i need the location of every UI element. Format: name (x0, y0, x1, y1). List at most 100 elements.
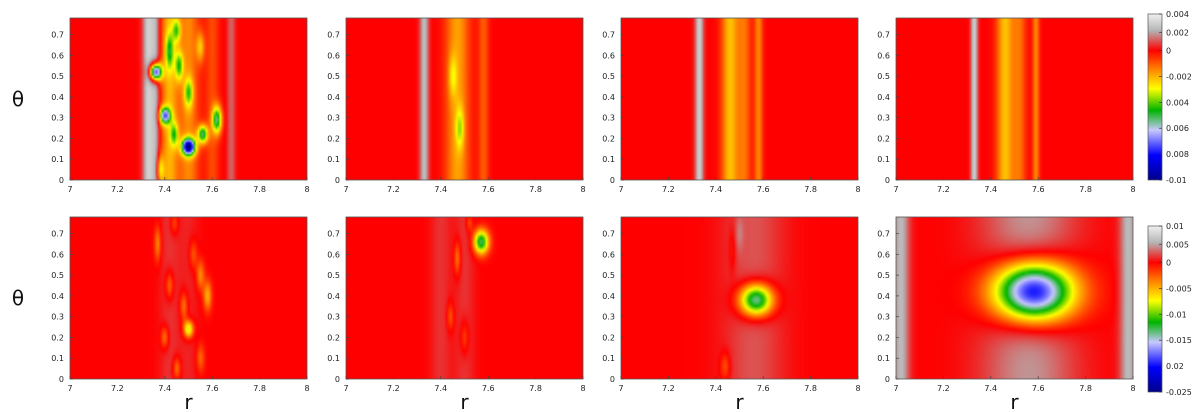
y-tick-label: 0.1 (327, 155, 340, 164)
x-tick-label: 7.4 (984, 185, 997, 194)
x-tick-label: 7.8 (1079, 384, 1092, 393)
x-tick-label: 7.4 (709, 185, 722, 194)
y-tick-label: 0.3 (602, 114, 615, 123)
colorbar-gradient (1147, 13, 1163, 181)
colorbar-tick-label: -0.025 (1166, 388, 1192, 397)
y-tick-label: 0.5 (51, 271, 64, 280)
x-tick-label: 7.8 (1079, 185, 1092, 194)
colorbar-tick-label: 0 (1166, 47, 1171, 56)
plot-frame (345, 17, 584, 181)
heatmap-image (621, 18, 858, 180)
x-tick-label: 7 (343, 384, 348, 393)
y-tick-label: 0.6 (51, 250, 64, 259)
y-tick-label: 0 (335, 176, 340, 185)
x-tick-label: 7.6 (1032, 384, 1045, 393)
x-tick-label: 7.8 (804, 384, 817, 393)
y-tick-label: 0.6 (327, 250, 340, 259)
plot-frame (69, 17, 308, 181)
x-axis-label: r (460, 390, 469, 412)
panel-r1-c1: 7 7.2 7.4 7.6 7.8 8 0 0.1 0.2 0.3 0.4 0.5 0.6 0.7 θ (12, 17, 310, 194)
x-tick-label: 7.6 (482, 384, 495, 393)
x-tick-label: 7.6 (206, 185, 219, 194)
x-tick-label: 7.6 (1032, 185, 1045, 194)
x-tick-label: 7.6 (757, 384, 770, 393)
y-tick-label: 0.6 (602, 250, 615, 259)
plot-frame (620, 17, 859, 181)
y-tick-label: 0.1 (602, 155, 615, 164)
colorbar-tick-label: 0.02 (1166, 362, 1184, 371)
y-tick-label: 0.3 (327, 114, 340, 123)
x-tick-label: 7.2 (937, 185, 950, 194)
colorbar-tick-label: 0.004 (1166, 10, 1189, 19)
x-tick-label: 7 (893, 185, 898, 194)
y-tick-label: 0.2 (602, 134, 615, 143)
heatmap-image (621, 217, 858, 379)
x-tick-label: 7.2 (111, 384, 124, 393)
x-tick-label: 7.8 (529, 185, 542, 194)
x-tick-label: 7 (343, 185, 348, 194)
x-axis-label: r (184, 390, 193, 412)
x-tick-label: 7.2 (387, 185, 400, 194)
x-tick-label: 7.2 (111, 185, 124, 194)
y-tick-label: 0.3 (877, 114, 890, 123)
colorbar-gradient (1147, 225, 1163, 393)
panel-r1-c2: 7 7.2 7.4 7.6 7.8 8 0 0.1 0.2 0.3 0.4 0.5 0.6 0.7 (327, 17, 586, 194)
colorbar-tick-label: -0.005 (1166, 284, 1192, 293)
y-tick-label: 0.7 (602, 31, 615, 40)
y-tick-label: 0.7 (327, 230, 340, 239)
heatmap-image (896, 217, 1133, 379)
y-tick-label: 0.5 (602, 271, 615, 280)
x-tick-label: 7 (893, 384, 898, 393)
x-tick-label: 7.4 (984, 384, 997, 393)
y-tick-label: 0.4 (602, 93, 615, 102)
y-tick-label: 0.3 (877, 313, 890, 322)
x-tick-label: 8 (304, 384, 309, 393)
colorbar-tick-label: -0.015 (1166, 336, 1192, 345)
x-tick-label: 7 (618, 185, 623, 194)
y-tick-label: 0.4 (602, 292, 615, 301)
x-tick-label: 7.8 (253, 384, 266, 393)
y-tick-label: 0.1 (327, 354, 340, 363)
y-tick-label: 0.4 (327, 93, 340, 102)
y-tick-label: 0.4 (51, 292, 64, 301)
y-tick-label: 0.4 (877, 93, 890, 102)
x-tick-label: 8 (304, 185, 309, 194)
y-tick-label: 0 (610, 176, 615, 185)
x-tick-label: 7.4 (709, 384, 722, 393)
x-tick-label: 8 (1130, 384, 1135, 393)
colorbar-tick-label: -0.002 (1166, 72, 1192, 81)
y-tick-label: 0.3 (51, 313, 64, 322)
y-tick-label: 0.1 (51, 354, 64, 363)
heatmap-image (896, 18, 1133, 180)
x-tick-label: 7.4 (158, 185, 171, 194)
x-tick-label: 7.6 (206, 384, 219, 393)
x-axis-label: r (1010, 390, 1019, 412)
colorbar-tick-label: 0.004 (1166, 98, 1189, 107)
x-tick-label: 7.2 (662, 185, 675, 194)
x-tick-label: 7.8 (253, 185, 266, 194)
panel-r1-c3: 7 7.2 7.4 7.6 7.8 8 0 0.1 0.2 0.3 0.4 0.5 0.6 0.7 (602, 17, 861, 194)
y-axis-label: θ (12, 87, 24, 111)
y-tick-label: 0.7 (51, 31, 64, 40)
y-tick-label: 0.7 (877, 31, 890, 40)
y-tick-label: 0.6 (877, 51, 890, 60)
x-tick-label: 8 (580, 384, 585, 393)
y-tick-label: 0 (59, 176, 64, 185)
colorbar-tick-label: 0.006 (1166, 124, 1189, 133)
y-tick-label: 0 (885, 375, 890, 384)
y-tick-label: 0.1 (877, 354, 890, 363)
panel-r2-c1: 7 7.2 7.4 7.6 7.8 8 0 0.1 0.2 0.3 0.4 0.5 0.6 0.7 θ r (12, 216, 310, 412)
y-tick-label: 0.7 (51, 230, 64, 239)
y-tick-label: 0.7 (327, 31, 340, 40)
y-tick-label: 0.1 (877, 155, 890, 164)
x-tick-label: 7 (618, 384, 623, 393)
plot-frame (345, 216, 584, 380)
y-axis-label: θ (12, 286, 24, 310)
y-tick-label: 0.2 (51, 333, 64, 342)
x-tick-label: 7.8 (804, 185, 817, 194)
x-axis-label: r (735, 390, 744, 412)
colorbar-row2: 0.01 0.005 0 -0.005 -0.01 -0.015 0.02 -0.025 (1147, 222, 1192, 397)
x-tick-label: 7.2 (662, 384, 675, 393)
y-tick-label: 0 (885, 176, 890, 185)
panel-r2-c4: 7 7.2 7.4 7.6 7.8 8 0 0.1 0.2 0.3 0.4 0.5 0.6 0.7 r (877, 216, 1136, 412)
